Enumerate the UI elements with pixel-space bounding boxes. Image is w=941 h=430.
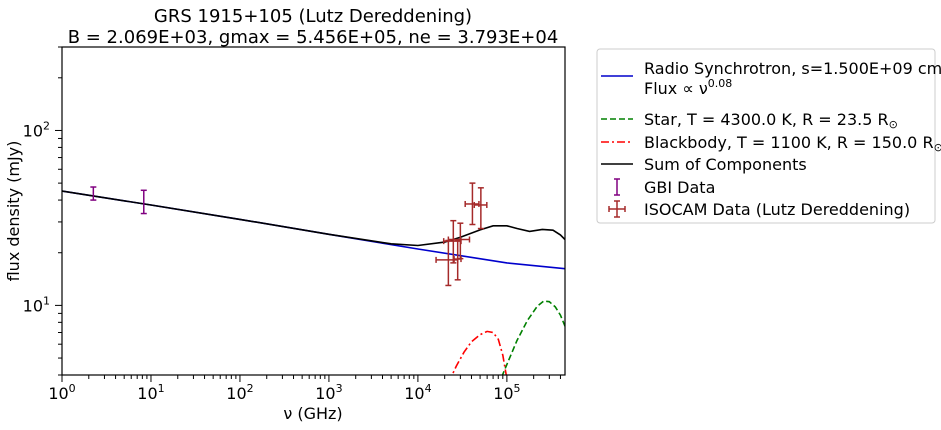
error-point-1-4 [464, 182, 480, 226]
y-tick-label: 101 [23, 294, 50, 315]
series-line-3 [62, 190, 565, 247]
x-tick-label: 102 [226, 382, 253, 403]
chart-title: GRS 1915+105 (Lutz Dereddening) [154, 6, 472, 27]
error-point-0-1 [140, 189, 147, 215]
legend-label-2: Blackbody, T = 1100 K, R = 150.0 R⊙ [644, 133, 941, 154]
plot-frame [61, 46, 566, 376]
error-point-0-0 [90, 186, 97, 201]
y-tick-label: 102 [23, 119, 50, 140]
legend-box [596, 48, 936, 224]
legend-label-0-line2: Flux ∝ ν0.08 [644, 77, 732, 98]
legend-label-1: Star, T = 4300.0 K, R = 23.5 R⊙ [644, 110, 898, 131]
x-tick-label: 101 [137, 382, 164, 403]
legend-error-handle-1 [608, 200, 626, 218]
error-point-1-3 [447, 222, 471, 260]
legend-error-handle-0 [614, 178, 620, 196]
x-axis-label: ν (GHz) [283, 404, 342, 423]
chart-subtitle: B = 2.069E+03, gmax = 5.456E+05, ne = 3.… [68, 27, 559, 48]
series-line-1 [501, 300, 565, 375]
error-point-1-5 [473, 187, 488, 230]
y-axis-label: flux density (mJy) [4, 141, 23, 282]
legend-label-0: Radio Synchrotron, s=1.500E+09 cm [644, 59, 941, 78]
x-tick-label: 103 [315, 382, 342, 403]
x-tick-label: 100 [48, 382, 75, 403]
series-lines [62, 190, 565, 375]
plot-area: 100 101 102 103 104 105 101 102 [23, 46, 566, 403]
legend-error-label-1: ISOCAM Data (Lutz Dereddening) [644, 200, 910, 219]
x-tick-label: 105 [493, 382, 520, 403]
legend-error-label-0: GBI Data [644, 178, 715, 197]
legend-label-3: Sum of Components [644, 155, 807, 174]
x-tick-label: 104 [404, 382, 431, 403]
